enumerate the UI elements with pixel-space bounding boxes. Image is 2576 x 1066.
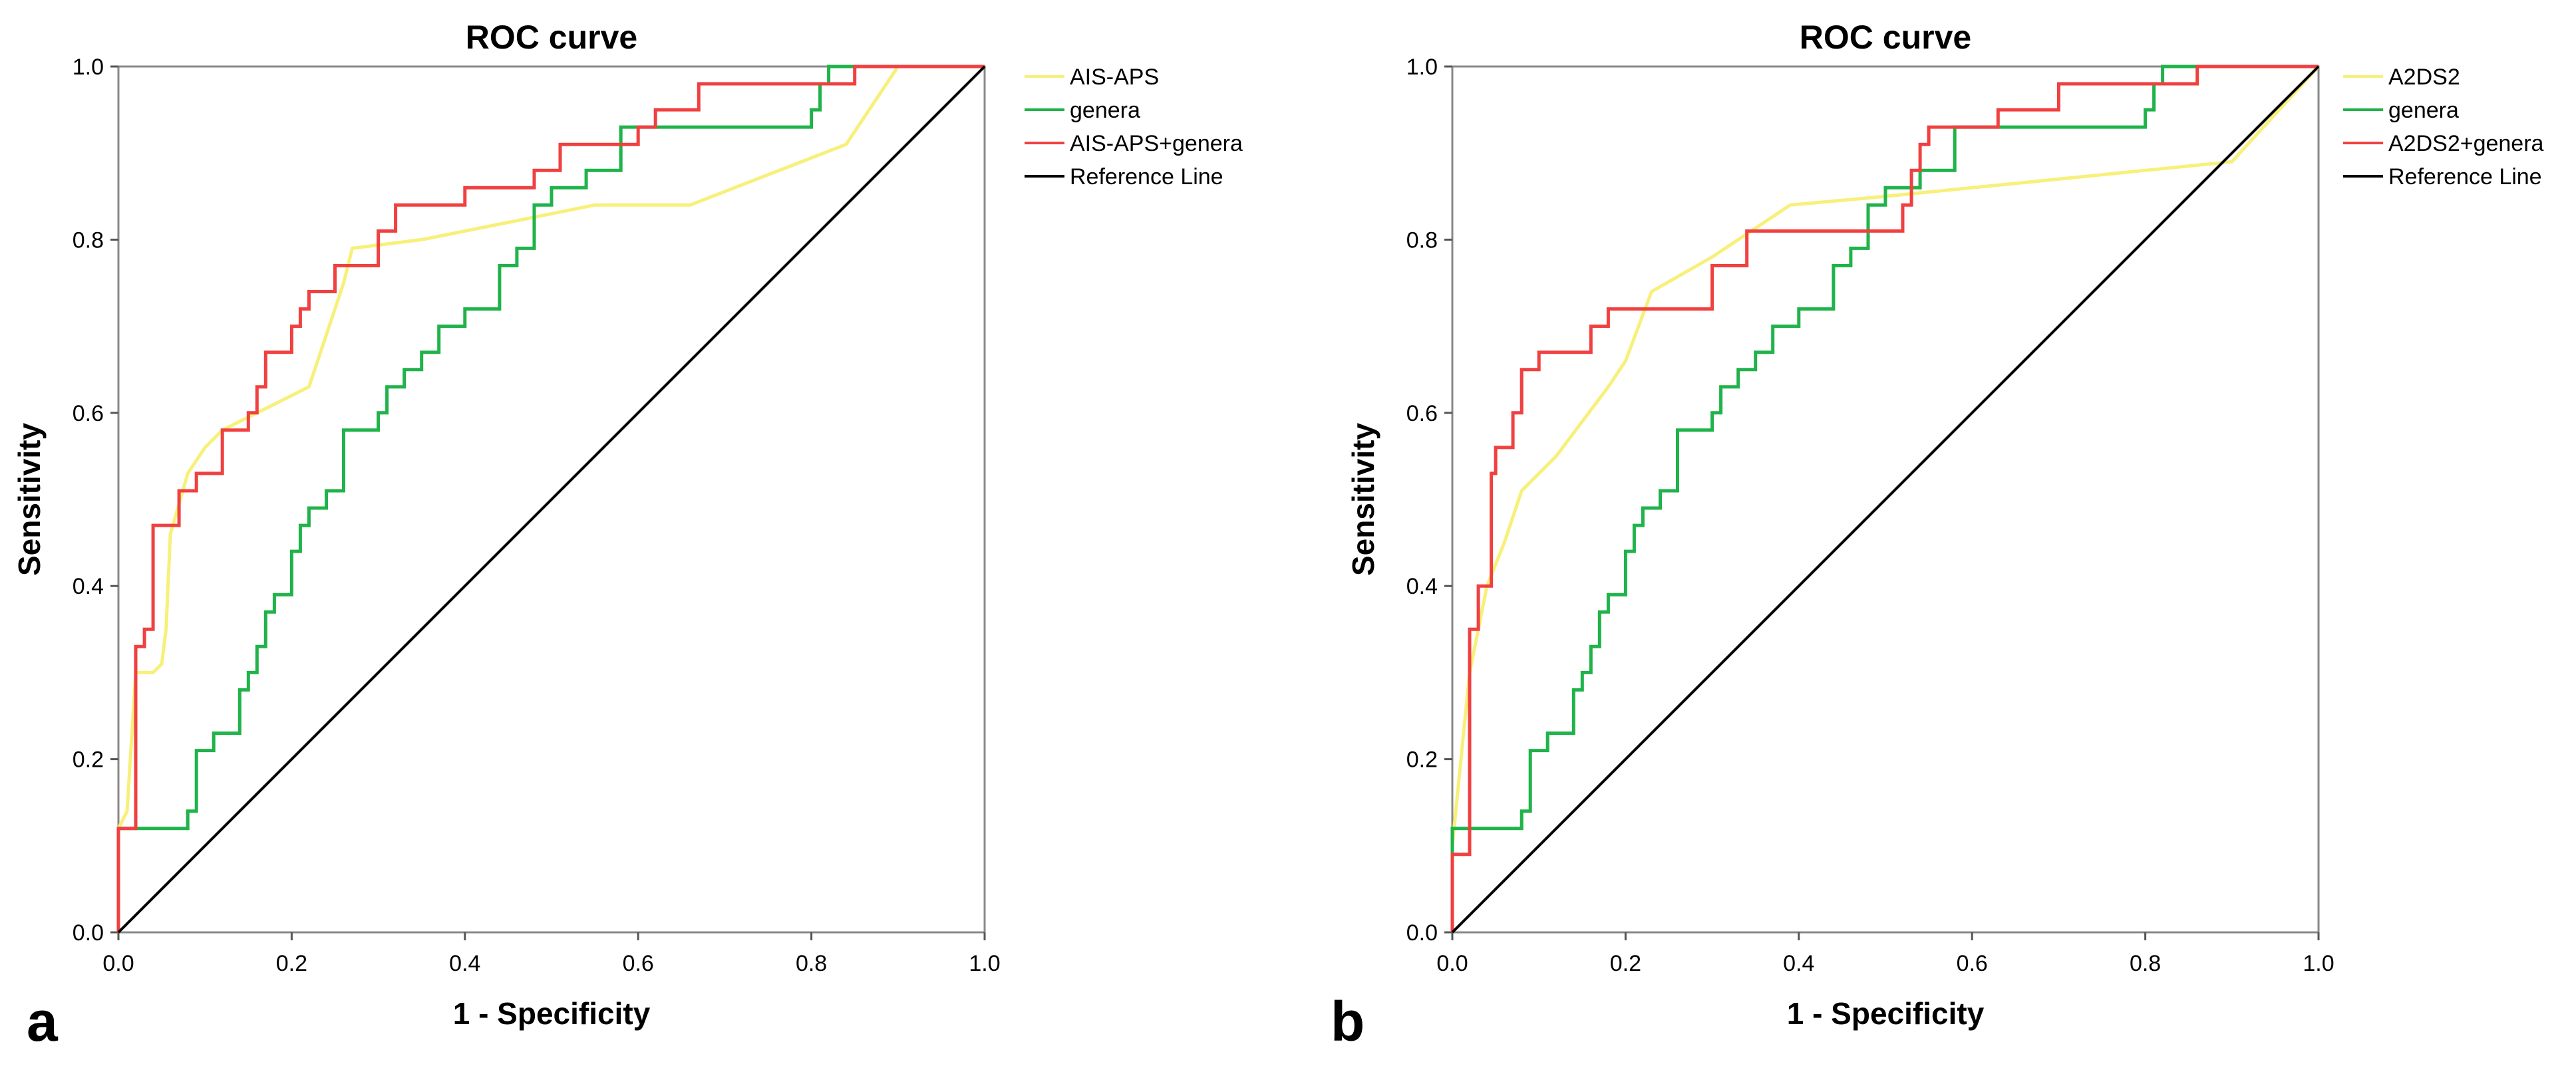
x-tick-label: 0.2	[276, 951, 307, 976]
series-line-genera	[1450, 65, 2319, 932]
legend-entry: A2DS2	[2343, 65, 2460, 90]
legend-entry: genera	[2343, 98, 2459, 123]
y-tick-label: 0.2	[1406, 747, 1438, 773]
series-line-a2ds2-genera	[1450, 65, 2319, 932]
y-tick-label: 1.0	[73, 55, 104, 80]
y-tick-label: 0.0	[1406, 920, 1438, 946]
series-line-reference-line	[1451, 65, 2320, 934]
legend-b: A2DS2 genera A2DS2+genera Reference Line	[2343, 65, 2544, 190]
panel-letter-a: a	[27, 990, 59, 1053]
chart-title-a: ROC curve	[466, 19, 637, 56]
y-tick-label: 0.4	[73, 574, 104, 599]
series-line-reference-line	[117, 65, 986, 934]
y-tick-label: 0.4	[1406, 574, 1438, 599]
series-line-ais-aps-genera	[116, 65, 985, 932]
legend-label: genera	[2388, 98, 2459, 123]
y-tick-label: 0.2	[73, 747, 104, 773]
panel-b: ROC curve 0.0 0.2 0.4 0.6 0.8 1.0 0.0 0.…	[1331, 19, 2544, 1053]
x-axis-label-a: 1 - Specificity	[453, 996, 651, 1031]
x-tick-label: 0.0	[1436, 951, 1468, 976]
plot-area-a	[117, 65, 986, 934]
legend-label: AIS-APS	[1070, 65, 1159, 90]
legend-label: Reference Line	[1070, 164, 1223, 190]
y-tick-label: 0.6	[73, 401, 104, 426]
y-tick-label: 1.0	[1406, 55, 1438, 80]
x-tick-label: 1.0	[2303, 951, 2334, 976]
legend-label: A2DS2	[2388, 65, 2460, 90]
x-tick-label: 0.0	[102, 951, 134, 976]
y-tick-label: 0.8	[73, 227, 104, 253]
y-tick-label: 0.8	[1406, 227, 1438, 253]
legend-label: A2DS2+genera	[2388, 131, 2544, 156]
y-axis-label-b: Sensitivity	[1346, 423, 1380, 577]
legend-entry: Reference Line	[1025, 164, 1223, 190]
y-tick-label: 0.0	[73, 920, 104, 946]
x-tick-label: 1.0	[969, 951, 1000, 976]
x-tick-label: 0.8	[796, 951, 827, 976]
legend-entry: AIS-APS	[1025, 65, 1159, 90]
legend-label: AIS-APS+genera	[1070, 131, 1243, 156]
y-tick-label: 0.6	[1406, 401, 1438, 426]
axis-ticks-a	[110, 65, 986, 940]
x-tick-label: 0.6	[623, 951, 654, 976]
panel-letter-b: b	[1331, 990, 1365, 1053]
legend-entry: AIS-APS+genera	[1025, 131, 1243, 156]
x-tick-label: 0.6	[1957, 951, 1988, 976]
x-axis-label-b: 1 - Specificity	[1787, 996, 1985, 1031]
tick-labels-a: 0.0 0.2 0.4 0.6 0.8 1.0 0.0 0.2 0.4 0.6 …	[73, 55, 1001, 976]
x-tick-label: 0.8	[2130, 951, 2161, 976]
chart-title-b: ROC curve	[1800, 19, 1971, 56]
y-axis-label-a: Sensitivity	[12, 423, 47, 577]
legend-a: AIS-APS genera AIS-APS+genera Reference …	[1025, 65, 1243, 190]
x-tick-label: 0.4	[449, 951, 480, 976]
tick-labels-b: 0.0 0.2 0.4 0.6 0.8 1.0 0.0 0.2 0.4 0.6 …	[1406, 55, 2334, 976]
legend-entry: A2DS2+genera	[2343, 131, 2544, 156]
series-layer-b	[1450, 65, 2320, 934]
legend-entry: Reference Line	[2343, 164, 2542, 190]
legend-entry: genera	[1025, 98, 1140, 123]
legend-label: genera	[1070, 98, 1140, 123]
plot-area-b	[1451, 65, 2320, 934]
panel-a: ROC curve 0.0 0.2 0.4 0.6 0.8 1.0 0.0 0.…	[12, 19, 1243, 1053]
legend-label: Reference Line	[2388, 164, 2542, 190]
series-line-genera	[116, 65, 985, 932]
x-tick-label: 0.2	[1610, 951, 1641, 976]
x-tick-label: 0.4	[1783, 951, 1814, 976]
series-line-ais-aps	[116, 65, 985, 932]
series-layer-a	[116, 65, 986, 934]
